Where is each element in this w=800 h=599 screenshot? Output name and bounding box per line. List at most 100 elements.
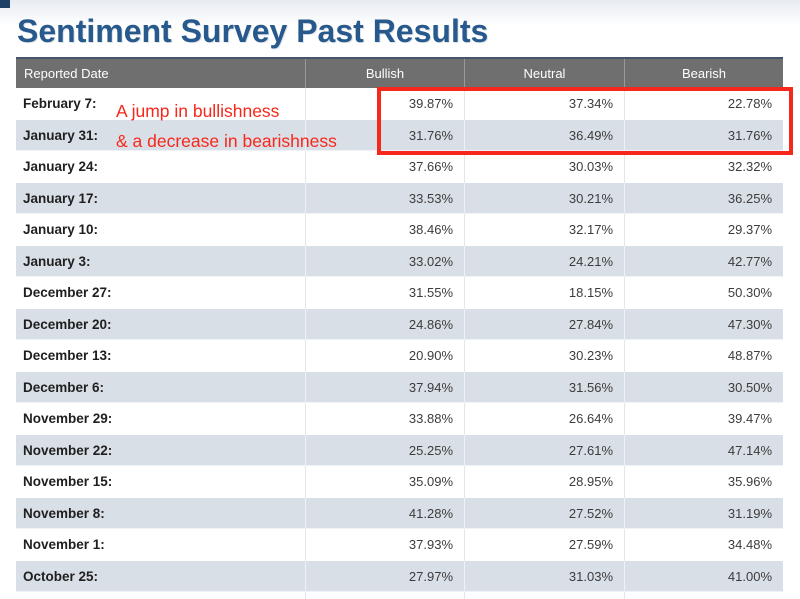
table-row: November 1: 37.93% 27.59% 34.48% xyxy=(16,529,783,561)
bearish-cell: 31.19% xyxy=(624,497,783,528)
column-header-reported-date: Reported Date xyxy=(24,66,109,81)
bearish-cell: 50.30% xyxy=(624,277,783,309)
neutral-cell: 28.95% xyxy=(464,466,624,498)
bullish-cell: 33.02% xyxy=(305,245,464,276)
bearish-cell: 22.78% xyxy=(624,88,783,120)
bearish-cell xyxy=(624,592,783,599)
bullish-cell: 37.66% xyxy=(305,151,464,183)
table-body: February 7: 39.87% 37.34% 22.78% January 31:… xyxy=(16,88,783,592)
bearish-cell: 48.87% xyxy=(624,340,783,372)
bearish-cell: 32.32% xyxy=(624,151,783,183)
table-row: November 22: 25.25% 27.61% 47.14% xyxy=(16,434,783,466)
corner-accent-square xyxy=(0,0,10,8)
bearish-cell: 47.14% xyxy=(624,434,783,465)
sentiment-table: Reported Date Bullish Neutral Bearish Febru… xyxy=(16,57,783,599)
date-cell: November 29: xyxy=(23,411,113,426)
date-cell: December 6: xyxy=(23,379,105,395)
bullish-cell: 31.55% xyxy=(305,277,464,309)
page-title: Sentiment Survey Past Results xyxy=(17,13,489,49)
table-row: November 29: 33.88% 26.64% 39.47% xyxy=(16,403,783,435)
annotation-line-2: & a decrease in bearishness xyxy=(116,130,337,151)
bearish-cell: 47.30% xyxy=(624,308,783,339)
bullish-cell: 27.97% xyxy=(305,560,464,591)
neutral-cell: 26.64% xyxy=(464,403,624,435)
neutral-cell: 30.21% xyxy=(464,182,624,213)
date-cell xyxy=(16,592,305,599)
bearish-cell: 29.37% xyxy=(624,214,783,246)
table-row: January 3: 33.02% 24.21% 42.77% xyxy=(16,245,783,277)
bullish-cell: 20.90% xyxy=(305,340,464,372)
bullish-cell: 24.86% xyxy=(305,308,464,339)
neutral-cell: 27.52% xyxy=(464,497,624,528)
bullish-cell: 33.88% xyxy=(305,403,464,435)
table-row: December 27: 31.55% 18.15% 50.30% xyxy=(16,277,783,309)
date-cell: October 25: xyxy=(23,568,99,584)
table-row: December 6: 37.94% 31.56% 30.50% xyxy=(16,371,783,403)
table-row-partial xyxy=(16,592,783,599)
table-row: February 7: 39.87% 37.34% 22.78% xyxy=(16,88,783,120)
neutral-cell: 37.34% xyxy=(464,88,624,120)
bullish-cell: 35.09% xyxy=(305,466,464,498)
annotation-line-1: A jump in bullishness xyxy=(116,101,280,121)
neutral-cell: 32.17% xyxy=(464,214,624,246)
column-header-bullish: Bullish xyxy=(305,59,464,88)
bearish-cell: 42.77% xyxy=(624,245,783,276)
table-row: January 10: 38.46% 32.17% 29.37% xyxy=(16,214,783,246)
bullish-cell: 31.76% xyxy=(305,119,464,150)
annotation-text: A jump in bullishness & a decrease in be… xyxy=(116,97,337,156)
column-header-bearish: Bearish xyxy=(624,59,783,88)
bullish-cell: 39.87% xyxy=(305,88,464,120)
neutral-cell: 27.61% xyxy=(464,434,624,465)
bullish-cell: 37.93% xyxy=(305,529,464,561)
table-row: January 24: 37.66% 30.03% 32.32% xyxy=(16,151,783,183)
neutral-cell: 31.56% xyxy=(464,371,624,402)
neutral-cell: 24.21% xyxy=(464,245,624,276)
date-cell: November 8: xyxy=(23,505,105,521)
table-row: December 13: 20.90% 30.23% 48.87% xyxy=(16,340,783,372)
date-cell: February 7: xyxy=(23,96,97,111)
neutral-cell: 27.84% xyxy=(464,308,624,339)
date-cell: January 10: xyxy=(23,222,99,237)
date-cell: December 20: xyxy=(23,316,112,332)
bearish-cell: 30.50% xyxy=(624,371,783,402)
table-row: January 17: 33.53% 30.21% 36.25% xyxy=(16,182,783,214)
table-row: October 25: 27.97% 31.03% 41.00% xyxy=(16,560,783,592)
bullish-cell: 25.25% xyxy=(305,434,464,465)
date-cell: January 3: xyxy=(23,253,91,269)
date-cell: November 1: xyxy=(23,537,105,552)
bearish-cell: 36.25% xyxy=(624,182,783,213)
neutral-cell: 31.03% xyxy=(464,560,624,591)
bearish-cell: 31.76% xyxy=(624,119,783,150)
date-cell: December 13: xyxy=(23,348,112,363)
table-header-row: Reported Date Bullish Neutral Bearish xyxy=(16,57,783,88)
bullish-cell xyxy=(305,592,464,599)
table-row: December 20: 24.86% 27.84% 47.30% xyxy=(16,308,783,340)
date-cell: November 15: xyxy=(23,474,113,489)
bearish-cell: 39.47% xyxy=(624,403,783,435)
table-row: January 31: 31.76% 36.49% 31.76% xyxy=(16,119,783,151)
bullish-cell: 38.46% xyxy=(305,214,464,246)
date-cell: December 27: xyxy=(23,285,112,300)
column-header-neutral: Neutral xyxy=(464,59,624,88)
date-cell: January 24: xyxy=(23,159,99,174)
table-row: November 15: 35.09% 28.95% 35.96% xyxy=(16,466,783,498)
bearish-cell: 35.96% xyxy=(624,466,783,498)
bullish-cell: 37.94% xyxy=(305,371,464,402)
bearish-cell: 34.48% xyxy=(624,529,783,561)
neutral-cell: 27.59% xyxy=(464,529,624,561)
neutral-cell: 18.15% xyxy=(464,277,624,309)
date-cell: January 17: xyxy=(23,190,99,206)
neutral-cell: 36.49% xyxy=(464,119,624,150)
highlight-box xyxy=(377,87,793,155)
neutral-cell: 30.03% xyxy=(464,151,624,183)
bearish-cell: 41.00% xyxy=(624,560,783,591)
table-row: November 8: 41.28% 27.52% 31.19% xyxy=(16,497,783,529)
top-gradient xyxy=(0,0,800,26)
bullish-cell: 33.53% xyxy=(305,182,464,213)
neutral-cell xyxy=(464,592,624,599)
bullish-cell: 41.28% xyxy=(305,497,464,528)
date-cell: November 22: xyxy=(23,442,113,458)
date-cell: January 31: xyxy=(23,127,99,143)
neutral-cell: 30.23% xyxy=(464,340,624,372)
